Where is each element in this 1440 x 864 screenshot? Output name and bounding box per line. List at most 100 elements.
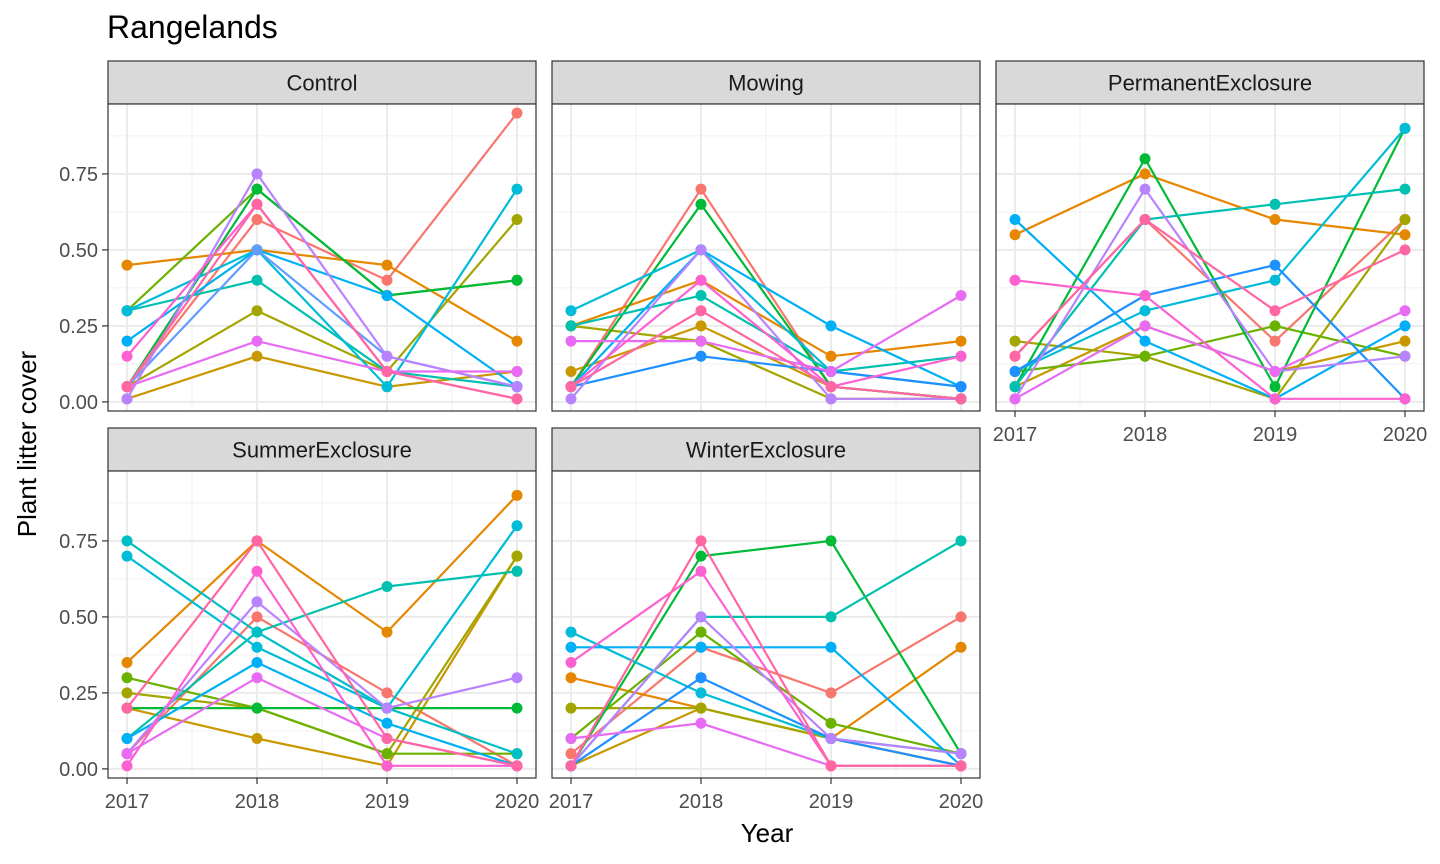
facet-label: Mowing	[728, 71, 804, 96]
data-point	[1270, 320, 1281, 331]
data-point	[122, 672, 133, 683]
data-point	[252, 305, 263, 316]
data-point	[826, 366, 837, 377]
data-point	[252, 566, 263, 577]
data-point	[696, 184, 707, 195]
data-point	[1400, 320, 1411, 331]
panel-SummerExclosure: SummerExclosure 0.00 0.25 0.50 0.75 2017 2018 2…	[59, 428, 539, 813]
data-point	[1140, 320, 1151, 331]
data-point	[956, 642, 967, 653]
data-point	[1400, 184, 1411, 195]
data-point	[512, 672, 523, 683]
data-point	[696, 305, 707, 316]
data-point	[696, 336, 707, 347]
chart-title: Rangelands	[107, 9, 278, 45]
data-point	[1400, 336, 1411, 347]
data-point	[1270, 214, 1281, 225]
data-point	[252, 535, 263, 546]
data-point	[252, 703, 263, 714]
data-point	[826, 393, 837, 404]
data-point	[696, 703, 707, 714]
data-point	[696, 244, 707, 255]
data-point	[252, 627, 263, 638]
facet-label: PermanentExclosure	[1108, 71, 1312, 96]
data-point	[956, 748, 967, 759]
data-point	[512, 336, 523, 347]
data-point	[512, 393, 523, 404]
data-point	[1270, 366, 1281, 377]
data-point	[696, 672, 707, 683]
facet-label: Control	[287, 71, 358, 96]
y-tick-label: 0.25	[59, 316, 98, 338]
data-point	[382, 718, 393, 729]
data-point	[566, 733, 577, 744]
x-tick-label: 2018	[679, 791, 724, 813]
data-point	[512, 184, 523, 195]
data-point	[696, 535, 707, 546]
data-point	[252, 657, 263, 668]
data-point	[512, 760, 523, 771]
data-point	[382, 275, 393, 286]
data-point	[696, 687, 707, 698]
x-tick-label: 2019	[365, 791, 410, 813]
data-point	[956, 336, 967, 347]
y-tick-label: 0.00	[59, 392, 98, 414]
x-tick-label: 2020	[939, 791, 984, 813]
data-point	[1270, 260, 1281, 271]
data-point	[1010, 229, 1021, 240]
data-point	[1140, 305, 1151, 316]
data-point	[1010, 393, 1021, 404]
data-point	[1010, 366, 1021, 377]
data-point	[1140, 336, 1151, 347]
y-tick-label: 0.75	[59, 164, 98, 186]
data-point	[122, 551, 133, 562]
data-point	[382, 290, 393, 301]
data-point	[382, 687, 393, 698]
data-point	[566, 672, 577, 683]
data-point	[512, 108, 523, 119]
data-point	[956, 535, 967, 546]
data-point	[512, 214, 523, 225]
data-point	[696, 290, 707, 301]
data-point	[696, 718, 707, 729]
x-tick-label: 2019	[809, 791, 854, 813]
data-point	[1400, 244, 1411, 255]
data-point	[1400, 351, 1411, 362]
panel-Control: Control 0.00 0.25 0.50 0.75	[59, 61, 536, 414]
facet-label: WinterExclosure	[686, 438, 846, 463]
data-point	[826, 351, 837, 362]
data-point	[566, 366, 577, 377]
data-point	[122, 260, 133, 271]
data-point	[512, 566, 523, 577]
data-point	[566, 657, 577, 668]
data-point	[696, 320, 707, 331]
data-point	[512, 366, 523, 377]
x-tick-label: 2017	[549, 791, 594, 813]
data-point	[252, 351, 263, 362]
data-point	[696, 199, 707, 210]
data-point	[512, 551, 523, 562]
data-point	[382, 366, 393, 377]
y-tick-label: 0.25	[59, 683, 98, 705]
data-point	[512, 490, 523, 501]
data-point	[956, 393, 967, 404]
facet-label: SummerExclosure	[232, 438, 412, 463]
data-point	[956, 611, 967, 622]
data-point	[1270, 381, 1281, 392]
data-point	[382, 748, 393, 759]
y-tick-label: 0.50	[59, 607, 98, 629]
data-point	[122, 748, 133, 759]
data-point	[252, 168, 263, 179]
x-axis-title: Year	[741, 818, 794, 848]
x-tick-label: 2018	[1123, 424, 1168, 446]
x-tick-label: 2020	[1383, 424, 1428, 446]
data-point	[382, 733, 393, 744]
data-point	[1400, 305, 1411, 316]
data-point	[252, 672, 263, 683]
data-point	[956, 351, 967, 362]
data-point	[122, 305, 133, 316]
data-point	[1010, 336, 1021, 347]
data-point	[696, 642, 707, 653]
x-tick-label: 2020	[495, 791, 540, 813]
